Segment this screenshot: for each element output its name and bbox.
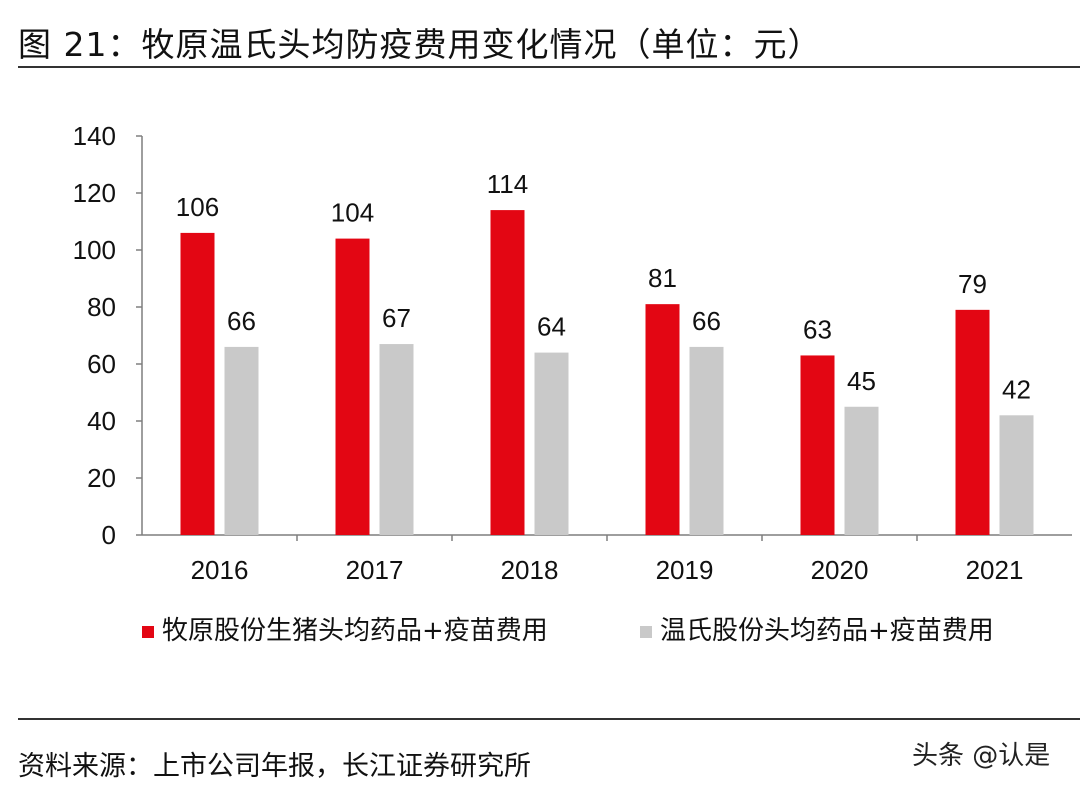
bar-wens-2020 <box>844 406 879 535</box>
y-tick-label: 100 <box>73 235 116 265</box>
x-tick-label: 2016 <box>191 555 249 585</box>
watermark-text: 头条 @认是 <box>912 741 1051 771</box>
bar-muyuan-2018 <box>490 210 525 535</box>
data-label: 81 <box>648 263 677 293</box>
data-label: 66 <box>692 306 721 336</box>
x-tick-label: 2020 <box>811 555 869 585</box>
data-label: 79 <box>958 269 987 299</box>
top-rule <box>18 66 1080 68</box>
data-label: 104 <box>331 198 374 228</box>
chart-data-labels: 106 104 114 81 63 79 66 67 64 66 45 42 <box>176 169 1031 404</box>
y-tick-label: 120 <box>73 178 116 208</box>
data-label: 106 <box>176 192 219 222</box>
data-label: 63 <box>803 314 832 344</box>
x-tick-label: 2019 <box>656 555 714 585</box>
x-tick-label: 2017 <box>346 555 404 585</box>
y-tick-label: 60 <box>87 349 116 379</box>
y-tick-label: 20 <box>87 463 116 493</box>
legend-label: 牧原股份生猪头均药品+疫苗费用 <box>162 616 548 646</box>
x-tick-label: 2018 <box>501 555 559 585</box>
bar-chart: 0 20 40 60 80 100 120 140 2016 2017 2018 2019 2020 20… <box>73 121 1072 646</box>
legend-swatch <box>640 626 652 638</box>
bar-wens-2017 <box>379 344 414 535</box>
y-tick-label: 0 <box>102 520 116 550</box>
data-label: 114 <box>487 169 528 199</box>
bottom-rule <box>18 718 1080 720</box>
bar-wens-2016 <box>224 346 259 535</box>
bar-wens-2021 <box>999 415 1034 535</box>
legend-label: 温氏股份头均药品+疫苗费用 <box>660 616 994 646</box>
bar-muyuan-2016 <box>180 232 215 535</box>
bar-wens-2018 <box>534 352 569 535</box>
figure-title: 图 21：牧原温氏头均防疫费用变化情况（单位：元） <box>18 25 822 64</box>
watermark: 头条 @认是 <box>912 735 1050 772</box>
y-tick-label: 80 <box>87 292 116 322</box>
bar-muyuan-2021 <box>955 309 990 535</box>
source-note: 资料来源：上市公司年报，长江证券研究所 <box>18 751 531 782</box>
chart-legend: 牧原股份生猪头均药品+疫苗费用 温氏股份头均药品+疫苗费用 <box>142 616 994 646</box>
x-tick-label: 2021 <box>966 555 1024 585</box>
bar-wens-2019 <box>689 346 724 535</box>
bar-muyuan-2017 <box>335 238 370 535</box>
legend-swatch <box>142 626 154 638</box>
data-label: 42 <box>1002 374 1031 404</box>
bar-muyuan-2019 <box>645 304 680 535</box>
chart-bars <box>180 210 1034 535</box>
chart-axes: 0 20 40 60 80 100 120 140 2016 2017 2018 2019 2020 20… <box>73 121 1072 585</box>
data-label: 64 <box>537 312 566 342</box>
y-tick-label: 140 <box>73 121 116 151</box>
y-tick-label: 40 <box>87 406 116 436</box>
bar-muyuan-2020 <box>800 355 835 535</box>
data-label: 66 <box>227 306 256 336</box>
data-label: 67 <box>382 303 411 333</box>
data-label: 45 <box>847 366 876 396</box>
